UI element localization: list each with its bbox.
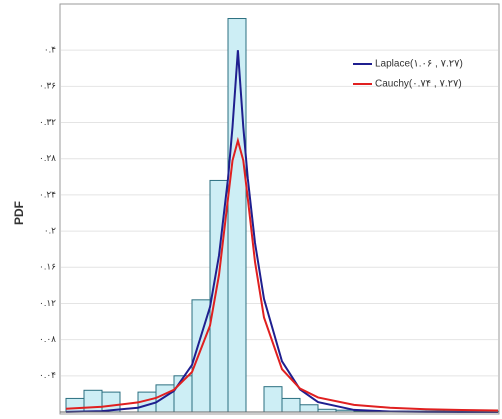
histogram-bar bbox=[155, 384, 175, 413]
y-tick-label: ۰.۲۴ bbox=[39, 189, 56, 199]
y-tick-label: ۰.۴ bbox=[44, 45, 56, 55]
histogram-bar bbox=[263, 386, 283, 413]
histogram-bar bbox=[281, 397, 301, 413]
y-tick-label: ۰.۲ bbox=[44, 225, 56, 235]
y-tick-label: ۰.۰۴ bbox=[39, 370, 56, 380]
pdf-curve bbox=[65, 50, 498, 413]
plot-frame bbox=[59, 3, 500, 415]
y-axis-label: PDF bbox=[12, 201, 26, 225]
y-tick-label: ۰.۰۸ bbox=[39, 334, 56, 344]
histogram-bar bbox=[65, 397, 85, 413]
y-tick-label: ۰.۳۶ bbox=[39, 81, 56, 91]
y-tick-label: ۰.۲۸ bbox=[39, 153, 56, 163]
histogram-bar bbox=[299, 404, 319, 413]
y-tick-label: ۰.۱۲ bbox=[39, 298, 56, 308]
legend-label: Cauchy(۰.۷۴ , ۷.۲۷) bbox=[375, 79, 462, 90]
pdf-curve bbox=[65, 136, 499, 412]
histogram-bar bbox=[227, 18, 247, 413]
y-tick-label: ۰.۳۲ bbox=[39, 117, 56, 127]
legend-label: Laplace(۱.۰۶ , ۷.۲۷) bbox=[375, 59, 463, 70]
histogram-bar bbox=[83, 389, 103, 413]
y-tick-label: ۰.۱۶ bbox=[39, 262, 56, 272]
